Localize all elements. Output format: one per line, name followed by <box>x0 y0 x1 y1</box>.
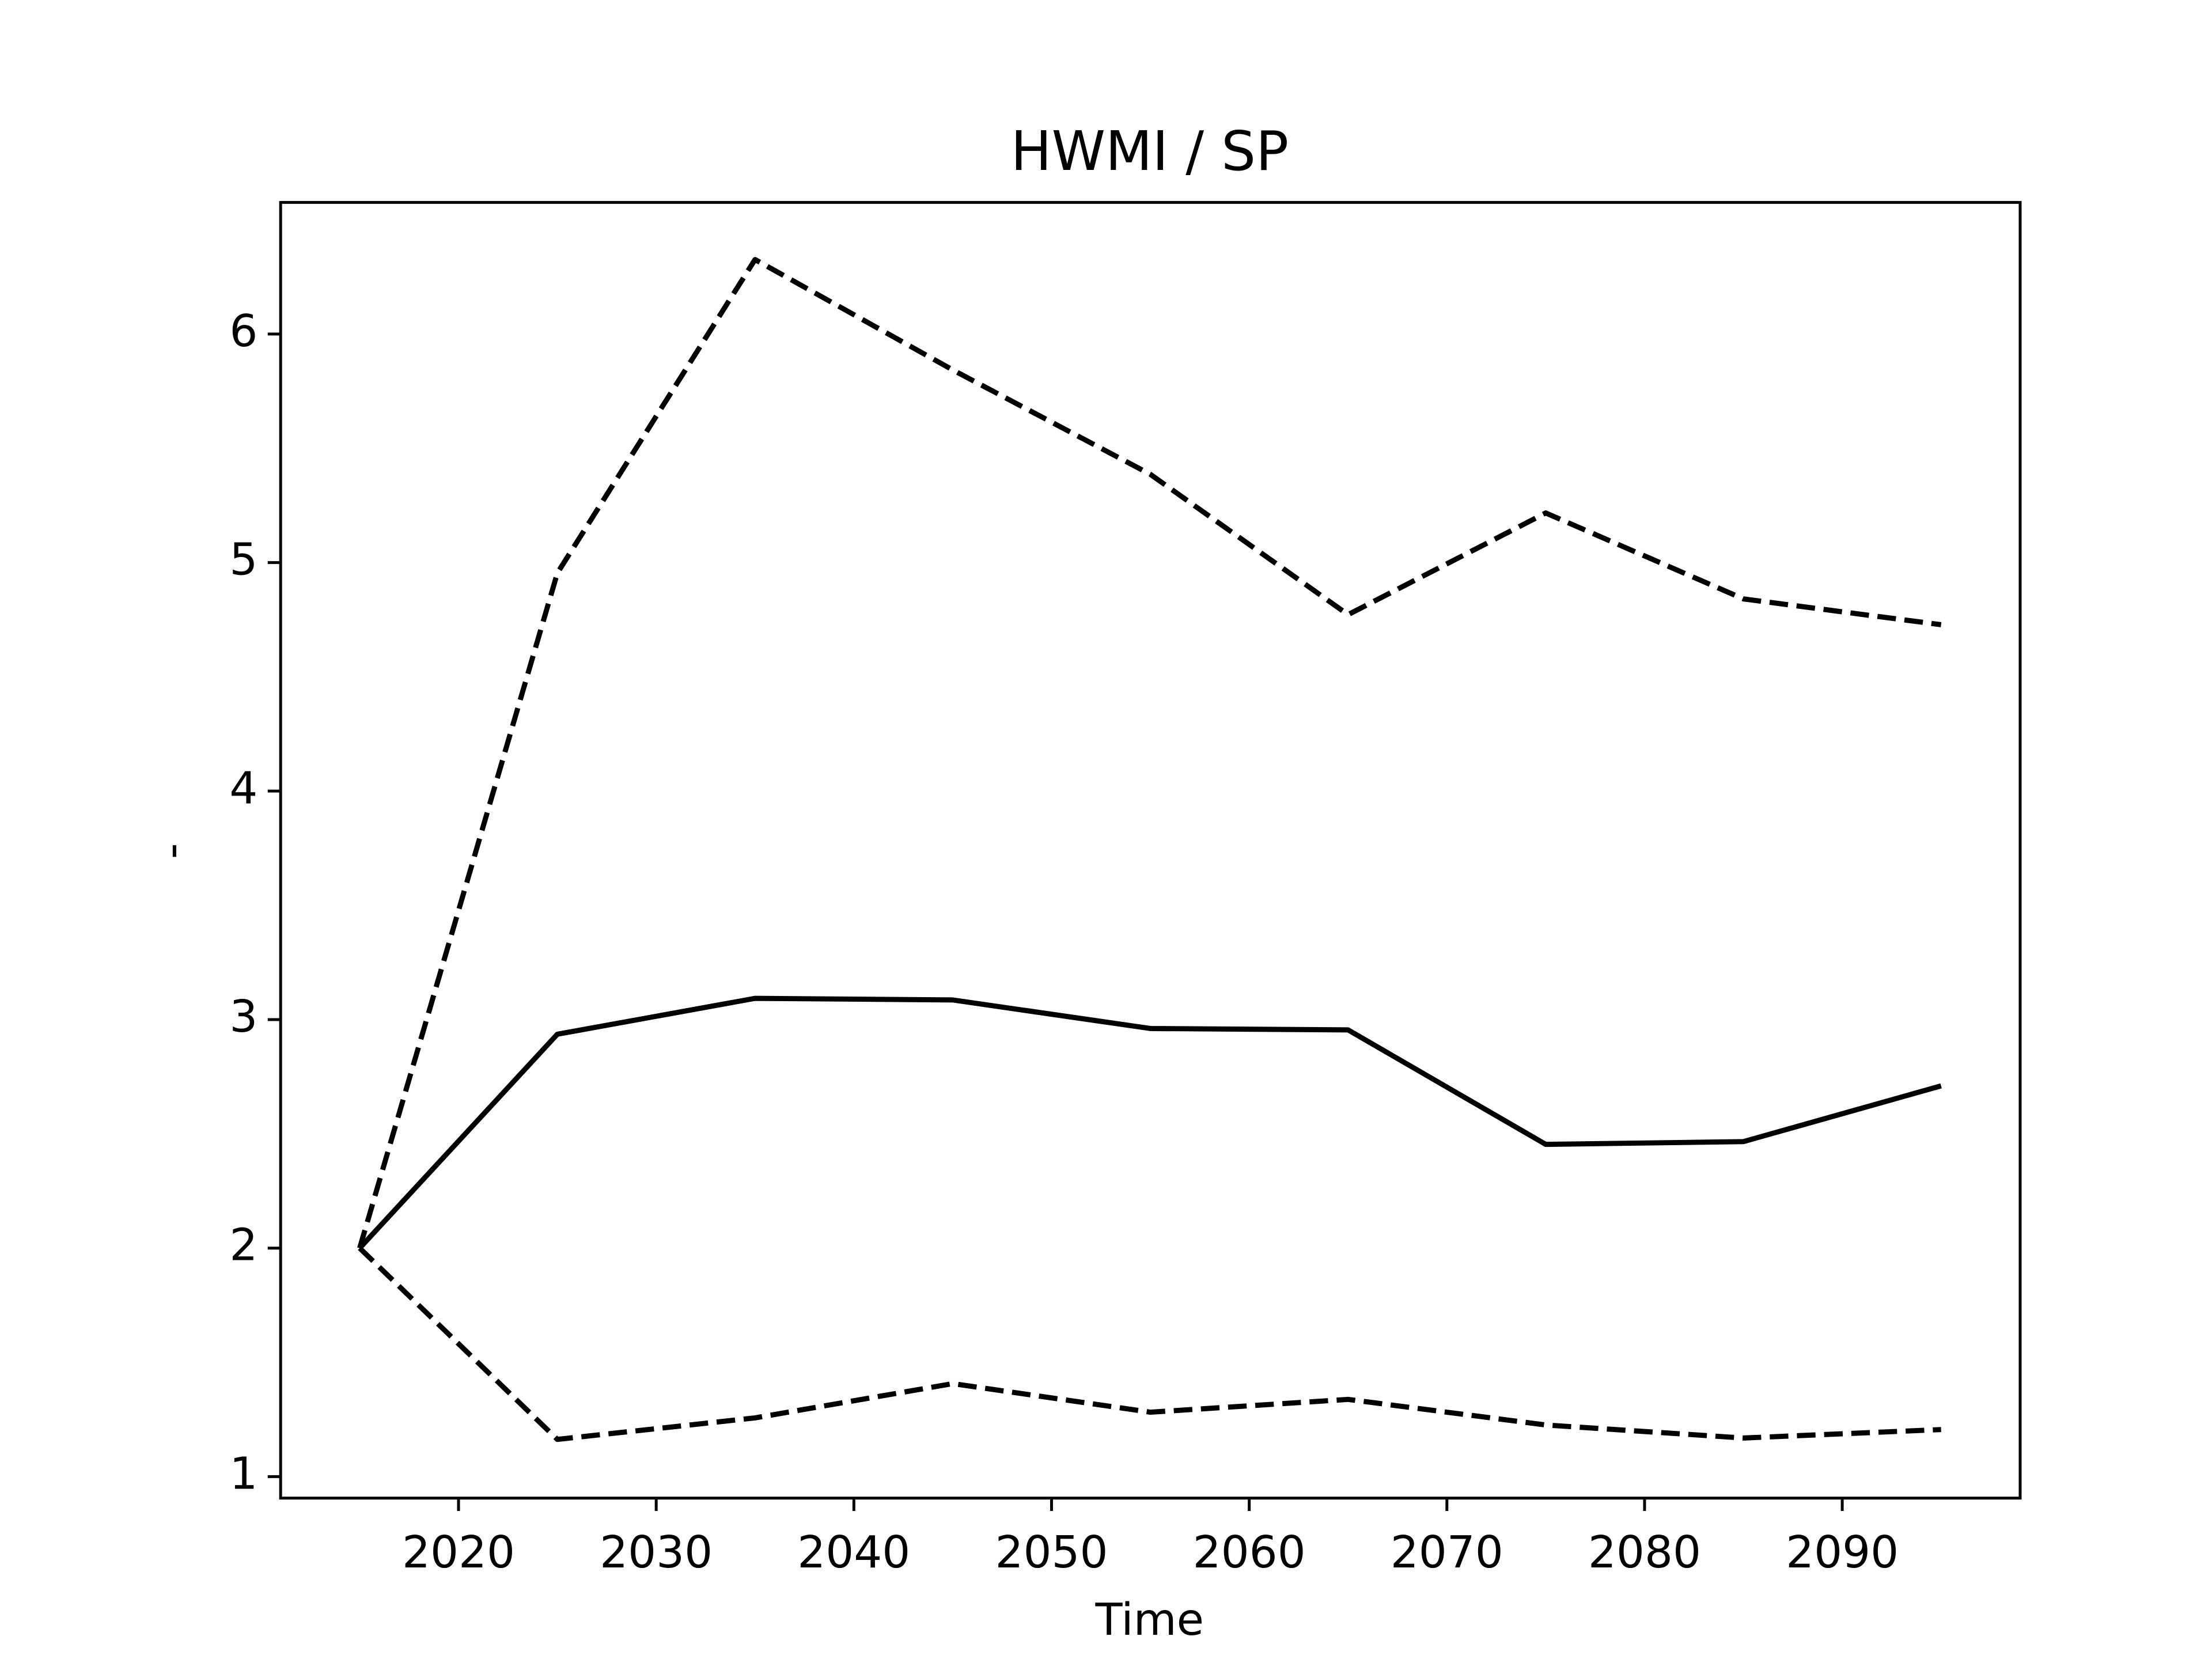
chart-title: HWMI / SP <box>1011 120 1289 183</box>
y-axis-label: - <box>146 843 198 859</box>
plot-frame <box>279 200 2022 1500</box>
x-tick-label: 2090 <box>1786 1527 1899 1578</box>
x-tick-label: 2070 <box>1391 1527 1503 1578</box>
y-tick-label: 4 <box>229 762 257 814</box>
series-line <box>358 995 1942 1250</box>
x-tick-label: 2020 <box>402 1527 515 1578</box>
series-line <box>358 1246 1941 1442</box>
x-tick-label: 2030 <box>600 1527 713 1578</box>
y-tick-label: 3 <box>229 991 257 1043</box>
series-line <box>357 257 1942 1249</box>
y-tick-label: 2 <box>229 1219 257 1271</box>
y-tick-label: 6 <box>229 305 257 357</box>
x-axis-label: Time <box>1095 1594 1205 1646</box>
x-tick-label: 2060 <box>1193 1527 1306 1578</box>
x-tick-label: 2040 <box>797 1527 910 1578</box>
x-tick-label: 2080 <box>1588 1527 1701 1578</box>
x-tick-label: 2050 <box>995 1527 1108 1578</box>
y-tick-label: 1 <box>229 1448 257 1499</box>
y-tick-label: 5 <box>229 534 257 586</box>
